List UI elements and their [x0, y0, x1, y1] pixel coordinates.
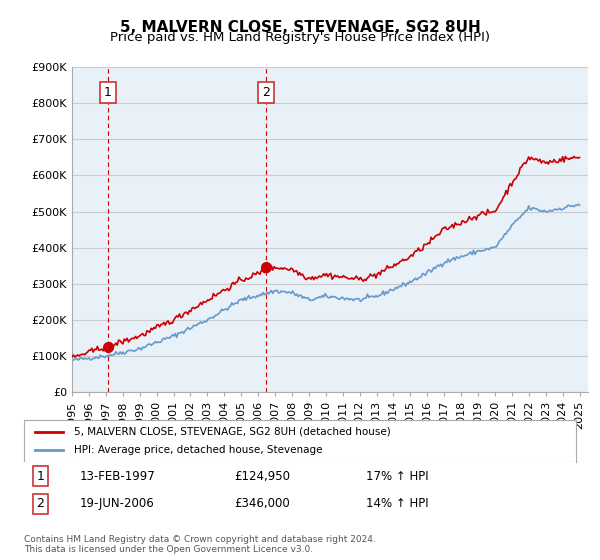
Text: £124,950: £124,950	[234, 470, 290, 483]
Text: 14% ↑ HPI: 14% ↑ HPI	[366, 497, 429, 510]
Text: 2: 2	[37, 497, 44, 510]
Text: Contains HM Land Registry data © Crown copyright and database right 2024.
This d: Contains HM Land Registry data © Crown c…	[24, 535, 376, 554]
Text: 5, MALVERN CLOSE, STEVENAGE, SG2 8UH (detached house): 5, MALVERN CLOSE, STEVENAGE, SG2 8UH (de…	[74, 427, 391, 437]
Text: 5, MALVERN CLOSE, STEVENAGE, SG2 8UH: 5, MALVERN CLOSE, STEVENAGE, SG2 8UH	[119, 20, 481, 35]
Text: 13-FEB-1997: 13-FEB-1997	[79, 470, 155, 483]
Text: 2: 2	[262, 86, 270, 99]
Text: HPI: Average price, detached house, Stevenage: HPI: Average price, detached house, Stev…	[74, 445, 322, 455]
Text: 19-JUN-2006: 19-JUN-2006	[79, 497, 154, 510]
Text: £346,000: £346,000	[234, 497, 290, 510]
Text: 1: 1	[37, 470, 44, 483]
Text: 1: 1	[104, 86, 112, 99]
Text: 17% ↑ HPI: 17% ↑ HPI	[366, 470, 429, 483]
Text: Price paid vs. HM Land Registry's House Price Index (HPI): Price paid vs. HM Land Registry's House …	[110, 31, 490, 44]
